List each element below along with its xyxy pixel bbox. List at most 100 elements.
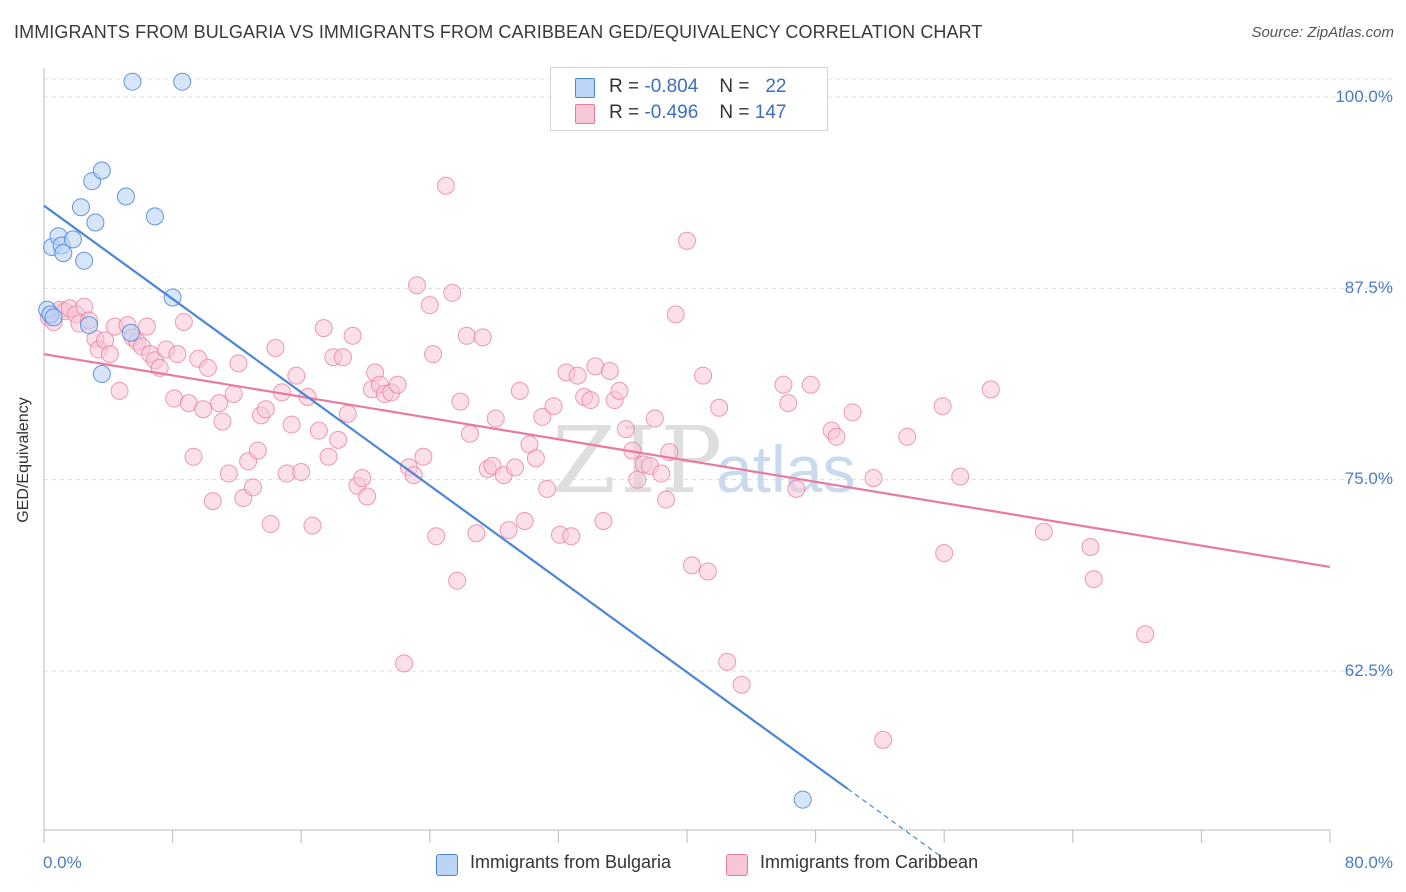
caribbean-point — [229, 354, 248, 373]
caribbean-point — [314, 319, 333, 338]
caribbean-legend-label: Immigrants from Caribbean — [760, 852, 979, 872]
caribbean-swatch — [726, 854, 748, 876]
caribbean-point — [1084, 570, 1103, 589]
bulgaria-point — [80, 316, 99, 335]
caribbean-point — [951, 467, 970, 486]
caribbean-point — [224, 384, 243, 403]
caribbean-point — [645, 409, 664, 428]
caribbean-point — [935, 544, 954, 563]
bulgaria-point — [121, 323, 140, 342]
caribbean-point — [168, 345, 187, 364]
caribbean-point — [100, 345, 119, 364]
bulgaria-point — [793, 790, 812, 809]
caribbean-point — [420, 296, 439, 315]
caribbean-point — [292, 463, 311, 482]
caribbean-point — [562, 527, 581, 546]
bulgaria-point — [92, 161, 111, 180]
caribbean-point — [395, 654, 414, 673]
caribbean-point — [266, 339, 285, 358]
caribbean-point — [448, 571, 467, 590]
caribbean-point — [210, 394, 229, 413]
caribbean-point — [256, 400, 275, 419]
caribbean-point — [698, 562, 717, 581]
caribbean-point — [174, 313, 193, 332]
bulgaria-points — [38, 72, 812, 809]
bulgaria-trend-line — [43, 204, 849, 790]
caribbean-point — [243, 478, 262, 497]
caribbean-point — [451, 392, 470, 411]
caribbean-point — [213, 412, 232, 431]
caribbean-point — [843, 403, 862, 422]
caribbean-point — [194, 400, 213, 419]
bulgaria-point — [92, 365, 111, 384]
caribbean-point — [787, 479, 806, 498]
caribbean-point — [657, 490, 676, 509]
x-tick-label: 80.0% — [1344, 853, 1393, 872]
correlation-legend: R = -0.804 N = 22 R = -0.496 N = 147 — [550, 67, 828, 131]
caribbean-point — [424, 345, 443, 364]
caribbean-point — [827, 427, 846, 446]
caribbean-point — [329, 430, 348, 449]
bulgaria-point — [86, 213, 105, 232]
r-label: R = — [609, 102, 640, 123]
caribbean-point — [388, 375, 407, 394]
r-value: -0.496 — [644, 102, 699, 123]
bulgaria-point — [75, 251, 94, 270]
caribbean-point — [457, 326, 476, 345]
caribbean-point — [1136, 625, 1155, 644]
caribbean-point — [682, 556, 701, 575]
caribbean-point — [732, 675, 751, 694]
caribbean-point — [486, 409, 505, 428]
bulgaria-point — [116, 187, 135, 206]
caribbean-point — [981, 380, 1000, 399]
caribbean-point — [358, 487, 377, 506]
caribbean-point — [282, 415, 301, 434]
n-label: N = — [719, 76, 750, 97]
bulgaria-point — [44, 308, 63, 327]
x-tick-label: 0.0% — [43, 853, 82, 872]
caribbean-point — [473, 328, 492, 347]
caribbean-point — [652, 464, 671, 483]
caribbean-point — [261, 515, 280, 534]
bulgaria-point — [173, 72, 192, 91]
axes — [43, 68, 1331, 843]
bulgaria-point — [54, 244, 73, 263]
y-axis-label: GED/Equivalency — [15, 397, 32, 523]
caribbean-point — [137, 317, 156, 336]
caribbean-point — [678, 231, 696, 250]
caribbean-point — [933, 397, 952, 416]
caribbean-point — [600, 361, 619, 380]
caribbean-point — [184, 447, 203, 466]
n-value: 147 — [754, 102, 787, 123]
caribbean-point — [303, 516, 322, 535]
caribbean-point — [343, 326, 362, 345]
caribbean-swatch — [575, 104, 595, 124]
bulgaria-legend-label: Immigrants from Bulgaria — [470, 852, 672, 872]
caribbean-point — [510, 381, 529, 400]
r-label: R = — [609, 76, 640, 97]
caribbean-point — [594, 511, 613, 530]
caribbean-point — [568, 366, 587, 385]
caribbean-point — [198, 358, 217, 377]
caribbean-point — [319, 447, 338, 466]
caribbean-point — [801, 375, 820, 394]
caribbean-trend-line — [43, 353, 1331, 568]
y-tick-label: 62.5% — [1344, 661, 1393, 680]
trend-lines — [43, 204, 1331, 860]
bulgaria-point — [63, 230, 82, 249]
caribbean-point — [898, 427, 917, 446]
bulgaria-swatch — [436, 854, 458, 876]
y-tick-label: 100.0% — [1335, 87, 1393, 106]
caribbean-point — [333, 348, 352, 367]
r-value: -0.804 — [644, 76, 699, 97]
caribbean-point — [610, 381, 629, 400]
caribbean-point — [505, 458, 524, 477]
caribbean-point — [581, 391, 600, 410]
bulgaria-point — [71, 198, 90, 217]
caribbean-point — [499, 521, 518, 540]
caribbean-point — [248, 441, 267, 460]
caribbean-point — [110, 381, 129, 400]
bulgaria-trend-extension — [847, 788, 945, 860]
y-tick-label: 75.0% — [1344, 469, 1393, 488]
